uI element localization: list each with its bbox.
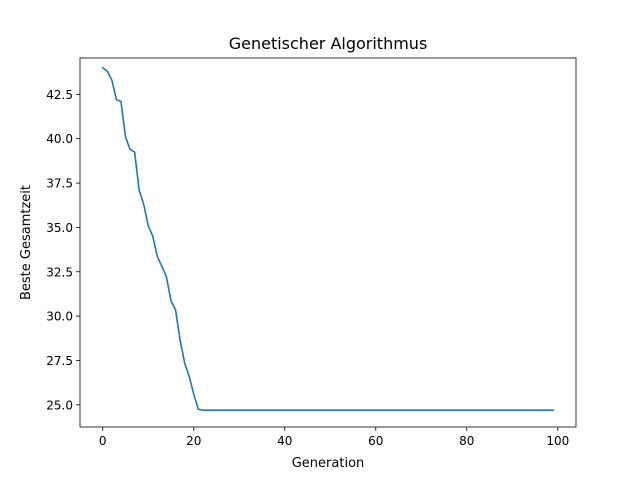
- y-axis-ticks: 25.0 27.5 30.0 32.5 35.0 37.5 40.0 42.5: [46, 88, 80, 412]
- y-tick-label: 25.0: [46, 398, 73, 412]
- y-tick-label: 42.5: [46, 88, 73, 102]
- x-tick-label: 20: [186, 434, 201, 448]
- y-tick-label: 40.0: [46, 132, 73, 146]
- y-axis-label: Beste Gesamtzeit: [19, 185, 34, 300]
- x-axis-label: Generation: [292, 456, 365, 471]
- series-line: [101, 66, 555, 411]
- x-tick-label: 0: [99, 434, 107, 448]
- x-axis-ticks: 0 20 40 60 80 100: [99, 427, 569, 448]
- y-tick-label: 37.5: [46, 177, 73, 191]
- x-tick-label: 60: [368, 434, 383, 448]
- y-tick-label: 27.5: [46, 354, 73, 368]
- y-tick-label: 30.0: [46, 310, 73, 324]
- chart-title: Genetischer Algorithmus: [229, 34, 428, 53]
- y-tick-label: 35.0: [46, 221, 73, 235]
- data-layer: [101, 66, 555, 411]
- x-tick-label: 40: [277, 434, 292, 448]
- x-tick-label: 80: [459, 434, 474, 448]
- plot-frame: [79, 57, 577, 428]
- y-tick-label: 32.5: [46, 265, 73, 279]
- x-tick-label: 100: [546, 434, 569, 448]
- plot-area: [80, 58, 576, 427]
